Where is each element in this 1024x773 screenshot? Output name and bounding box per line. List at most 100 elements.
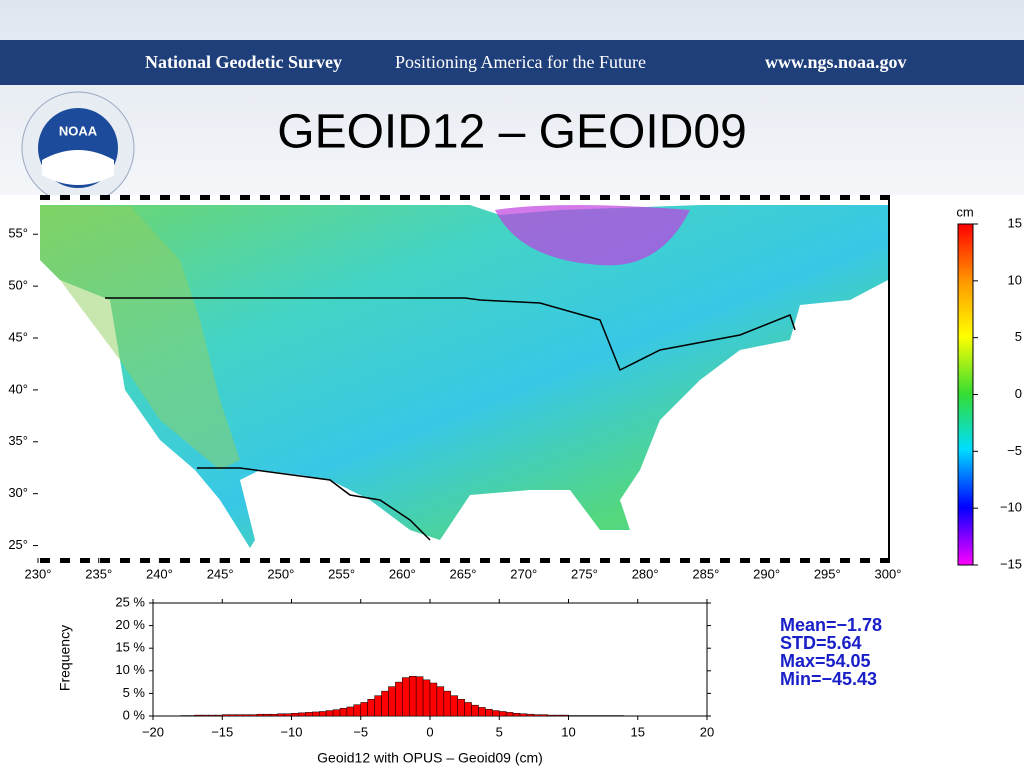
map-y-tick-label: 30° (8, 485, 28, 500)
hist-bar (416, 677, 423, 716)
hist-bar (409, 676, 416, 716)
map-x-tick-label: 265° (450, 566, 477, 581)
title: GEOID12 – GEOID09 (277, 106, 747, 159)
map-y-tick-label: 45° (8, 329, 28, 344)
hist-bar (292, 713, 299, 716)
map-x-tick-label: 285° (692, 566, 719, 581)
map-x-tick-label: 235° (85, 566, 112, 581)
hist-bar (458, 699, 465, 716)
hist-x-tick-label: −15 (211, 724, 233, 739)
hist-y-tick-label: 0 % (123, 707, 146, 722)
hist-bar (257, 714, 264, 716)
hist-bar (430, 683, 437, 716)
org: National Geodetic Survey (145, 52, 342, 72)
hist-bar (222, 715, 229, 716)
stat: STD=5.64 (780, 633, 862, 653)
map-x-tick-label: 300° (875, 566, 902, 581)
hist-bar (340, 708, 347, 716)
hist-bar (354, 705, 361, 716)
hist-bar (326, 711, 333, 716)
logo-wave (42, 150, 114, 185)
hist-bar (513, 713, 520, 716)
hist-bar (195, 715, 202, 716)
hist-x-tick-label: −5 (353, 724, 368, 739)
hist-y-label: Frequency (57, 625, 73, 691)
colorbar-tick-label: −5 (1007, 443, 1022, 458)
hist-bar (319, 711, 326, 716)
hist-bar (278, 714, 285, 716)
map-x-tick-label: 280° (632, 566, 659, 581)
hist-bar (527, 714, 534, 716)
hist-bar (478, 707, 485, 716)
map-x-tick-label: 290° (753, 566, 780, 581)
hist-bar (402, 678, 409, 716)
header-bg (0, 0, 1024, 195)
logo-text: NOAA (59, 123, 98, 138)
map-x-tick-label: 250° (267, 566, 294, 581)
hist-bar (562, 715, 569, 716)
colorbar-tick-label: 5 (1015, 329, 1022, 344)
hist-y-tick-label: 10 % (115, 662, 145, 677)
hist-bar (382, 691, 389, 716)
hist-bar (506, 712, 513, 716)
map-x-tick-label: 260° (389, 566, 416, 581)
hist-bar (492, 711, 499, 716)
hist-x-tick-label: 15 (631, 724, 645, 739)
stat: Max=54.05 (780, 651, 871, 671)
hist-bar (243, 715, 250, 716)
colorbar-tick-label: 10 (1008, 272, 1022, 287)
map-x-tick-label: 245° (207, 566, 234, 581)
map-x-tick-label: 255° (328, 566, 355, 581)
hist-bar (229, 715, 236, 716)
hist-x-tick-label: −10 (280, 724, 302, 739)
colorbar-tick-label: −10 (1000, 500, 1022, 515)
hist-x-tick-label: 0 (426, 724, 433, 739)
hist-bar (541, 715, 548, 716)
hist-bar (555, 715, 562, 716)
hist-bar (347, 707, 354, 716)
hist-y-tick-label: 25 % (115, 594, 145, 609)
hist-bar (444, 691, 451, 716)
hist-bar (368, 699, 375, 716)
hist-x-tick-label: 5 (496, 724, 503, 739)
hist-bar (451, 696, 458, 716)
hist-y-tick-label: 20 % (115, 617, 145, 632)
hist-bar (215, 715, 222, 716)
url: www.ngs.noaa.gov (765, 52, 907, 72)
colorbar-unit: cm (956, 204, 973, 219)
map-x-tick-label: 270° (510, 566, 537, 581)
hist-y-tick-label: 5 % (123, 685, 146, 700)
stat: Mean=−1.78 (780, 615, 882, 635)
hist-bar (236, 715, 243, 716)
hist-bar (395, 682, 402, 716)
map-y-tick-label: 35° (8, 433, 28, 448)
map-x-tick-label: 295° (814, 566, 841, 581)
hist-bar (485, 709, 492, 716)
colorbar-tick-label: −15 (1000, 556, 1022, 571)
hist-x-tick-label: 10 (561, 724, 575, 739)
hist-x-label: Geoid12 with OPUS – Geoid09 (cm) (317, 750, 543, 766)
stat: Min=−45.43 (780, 669, 877, 689)
hist-bar (388, 687, 395, 716)
hist-bar (472, 705, 479, 716)
tagline: Positioning America for the Future (395, 52, 646, 72)
hist-bar (264, 714, 271, 716)
map-x-tick-label: 230° (25, 566, 52, 581)
hist-x-tick-label: −20 (142, 724, 164, 739)
colorbar-tick-label: 15 (1008, 215, 1022, 230)
hist-bar (520, 714, 527, 716)
hist-bar (375, 696, 382, 716)
hist-bar (423, 680, 430, 716)
hist-bar (465, 702, 472, 716)
hist-bar (548, 715, 555, 716)
hist-bar (285, 714, 292, 716)
hist-bar (499, 711, 506, 716)
hist-bar (271, 714, 278, 716)
hist-bar (298, 713, 305, 716)
hist-bar (312, 712, 319, 716)
hist-bar (305, 712, 312, 716)
hist-x-tick-label: 20 (700, 724, 714, 739)
hist-y-tick-label: 15 % (115, 640, 145, 655)
colorbar-tick-label: 0 (1015, 386, 1022, 401)
